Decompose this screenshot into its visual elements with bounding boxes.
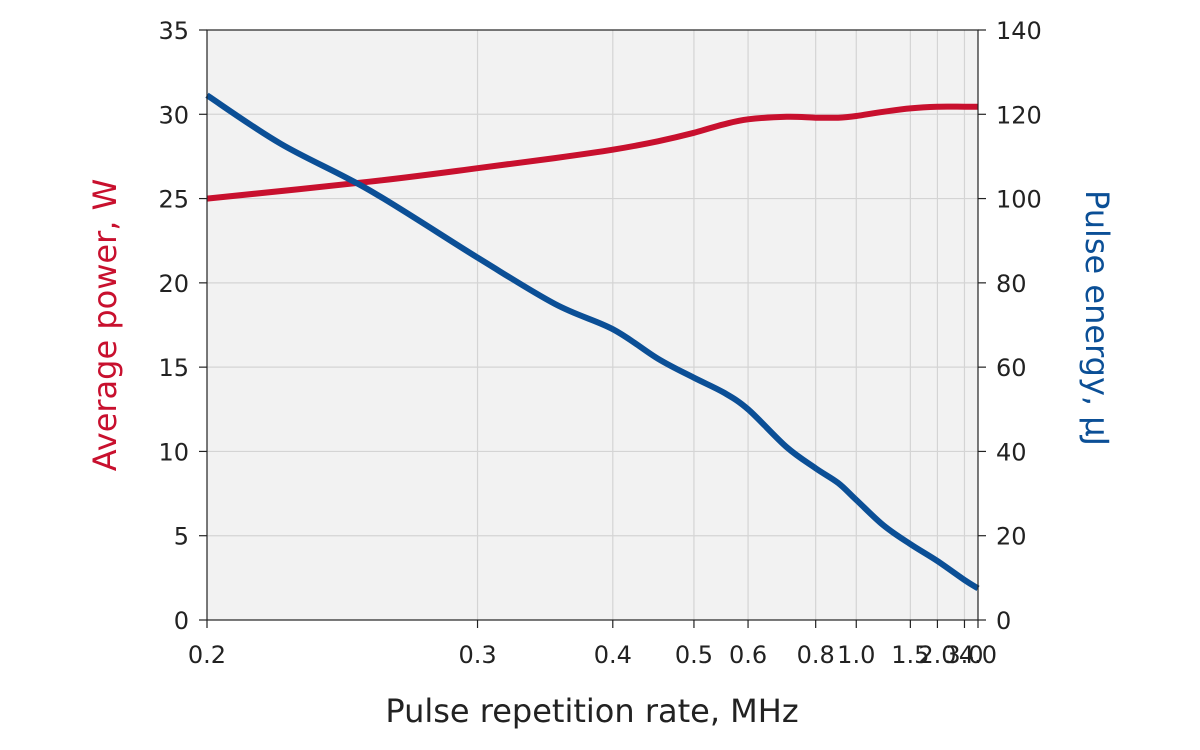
x-tick-label: 0.8 xyxy=(797,641,835,669)
left-axis-title: Average power, W xyxy=(86,179,124,471)
right-tick-label: 60 xyxy=(996,354,1027,382)
right-tick-label: 100 xyxy=(996,186,1042,214)
average-power-line xyxy=(206,103,978,202)
right-tick-label: 20 xyxy=(996,523,1027,551)
right-tick-label: 140 xyxy=(996,17,1042,45)
left-tick-label: 5 xyxy=(174,523,189,551)
left-tick-label: 15 xyxy=(158,354,189,382)
x-tick-label: 4.0 xyxy=(959,641,997,669)
left-tick-label: 0 xyxy=(174,607,189,635)
left-tick-label: 25 xyxy=(158,186,189,214)
x-tick-label: 0.2 xyxy=(188,641,226,669)
right-tick-label: 0 xyxy=(996,607,1011,635)
gridlines xyxy=(207,30,978,620)
plot-frame xyxy=(206,29,979,621)
x-tick-label: 0.3 xyxy=(458,641,496,669)
left-tick-label: 20 xyxy=(158,270,189,298)
x-tick-label: 1.0 xyxy=(837,641,875,669)
tick-marks xyxy=(199,29,986,628)
x-tick-label: 3.0 xyxy=(945,641,983,669)
x-axis-title: Pulse repetition rate, MHz xyxy=(385,692,798,730)
right-tick-label: 120 xyxy=(996,101,1042,129)
x-tick-label: 0.6 xyxy=(729,641,767,669)
right-tick-label: 80 xyxy=(996,270,1027,298)
left-tick-label: 10 xyxy=(158,438,189,466)
x-tick-label: 1.5 xyxy=(891,641,929,669)
plot-area xyxy=(207,30,978,620)
left-tick-label: 35 xyxy=(158,17,189,45)
right-tick-label: 40 xyxy=(996,438,1027,466)
x-tick-label: 0.5 xyxy=(675,641,713,669)
series-layer xyxy=(205,92,980,591)
x-tick-label: 2.0 xyxy=(918,641,956,669)
left-tick-label: 30 xyxy=(158,101,189,129)
right-axis-title: Pulse energy, μJ xyxy=(1078,190,1116,446)
tick-labels: 0.2 0.3 0.4 0.5 0.6 0.8 1.0 1.52.03.04.0 0 5 10 15 2… xyxy=(158,17,1041,669)
pulse-energy-line xyxy=(205,92,980,591)
x-tick-label: 0.4 xyxy=(594,641,632,669)
